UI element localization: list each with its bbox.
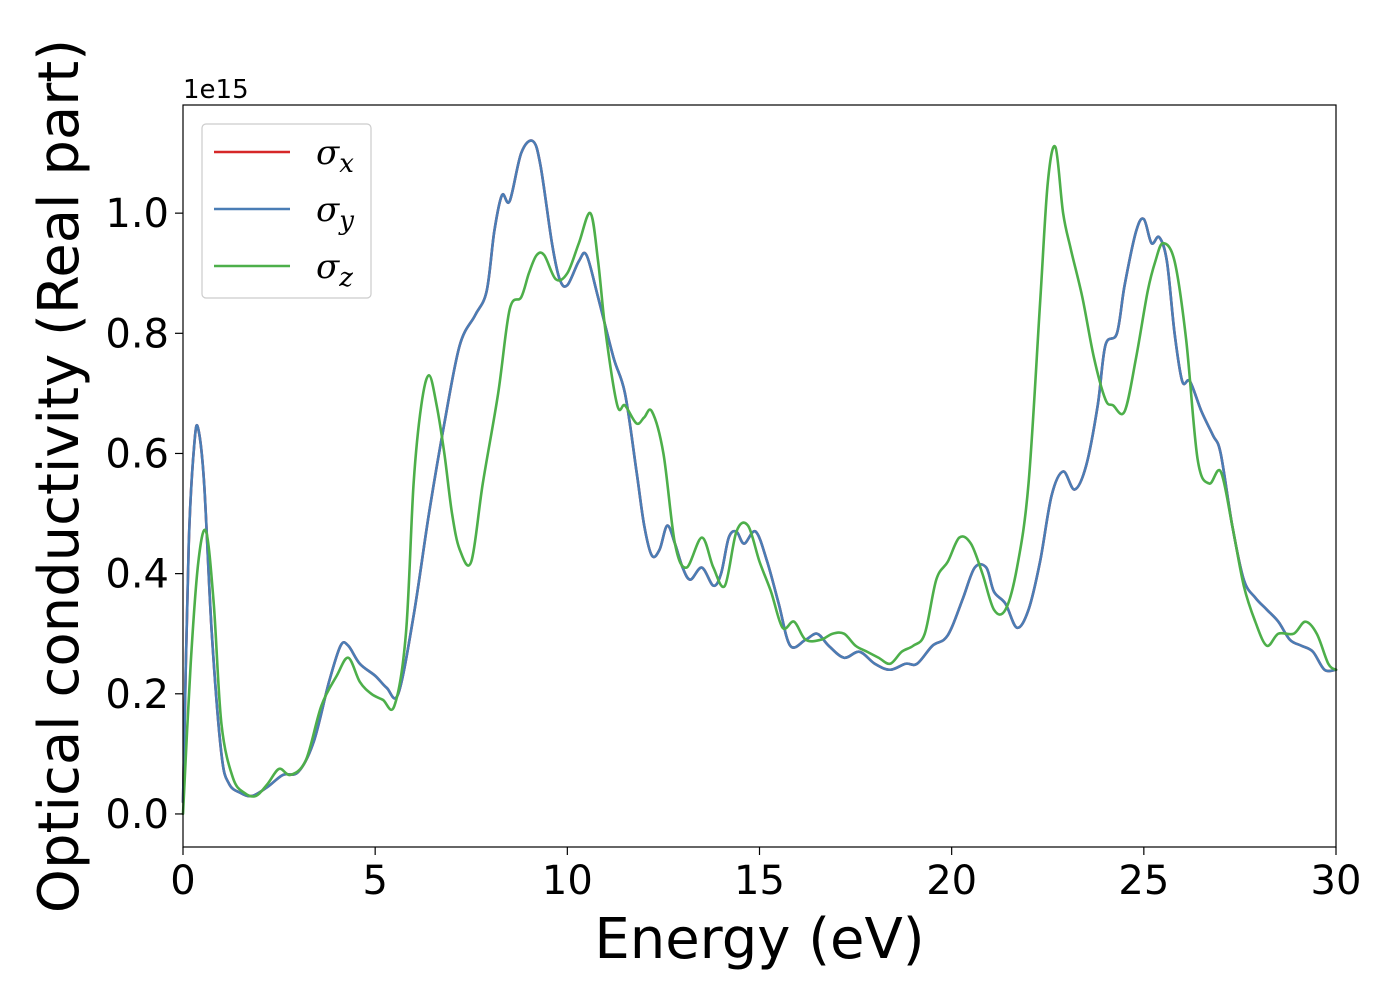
y-axis-title: Optical conductivity (Real part): [27, 39, 92, 913]
x-tick-label: 15: [734, 858, 785, 904]
legend-label: σy: [316, 190, 354, 236]
x-tick-label: 25: [1118, 858, 1169, 904]
legend-box: [201, 123, 372, 299]
x-tick-label: 10: [542, 858, 593, 904]
x-tick-label: 20: [926, 858, 977, 904]
y-axis-ticks: 0.0 0.2 0.4 0.6 0.8 1.0: [105, 191, 183, 838]
y-tick-label: 0.2: [105, 672, 169, 718]
x-tick-label: 0: [170, 858, 195, 904]
series-line-2: [181, 139, 1338, 804]
y-tick-label: 0.4: [105, 552, 169, 598]
y-offset-label: 1e15: [183, 75, 249, 105]
y-tick-label: 0.8: [105, 311, 169, 357]
plot-area: [183, 105, 1336, 847]
x-tick-label: 30: [1311, 858, 1362, 904]
x-axis-title: Energy (eV): [594, 907, 924, 972]
y-tick-label: 1.0: [105, 191, 169, 237]
series-layer: [181, 139, 1338, 816]
y-tick-label: 0.6: [105, 431, 169, 477]
y-tick-label: 0.0: [105, 792, 169, 838]
legend: σx σy σz: [201, 123, 372, 299]
series-line-3: [181, 144, 1338, 816]
x-axis-ticks: 0 5 10 15 20 25 30: [170, 847, 1361, 904]
legend-label: σx: [316, 133, 354, 179]
legend-label: σz: [316, 247, 353, 293]
x-tick-label: 5: [362, 858, 387, 904]
